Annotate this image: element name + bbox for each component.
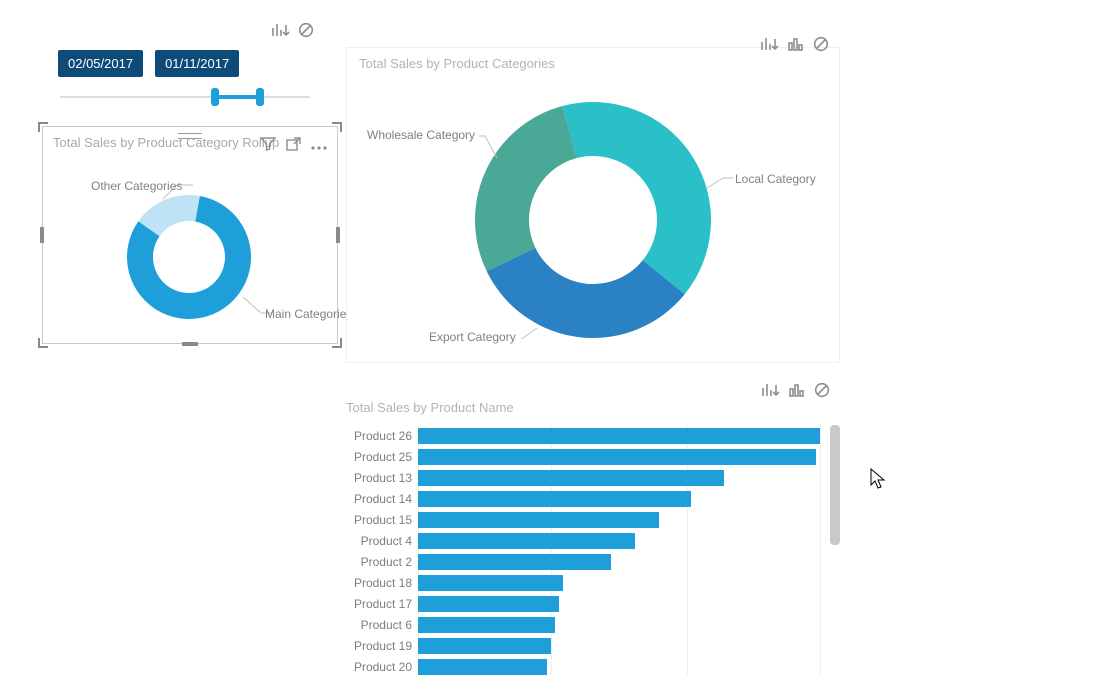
categories-label-export: Export Category xyxy=(429,330,516,344)
bar-chart: Product 26 Product 25 Product 13 Product 14… xyxy=(346,425,840,675)
block-icon[interactable] xyxy=(814,382,830,398)
bar-row: Product 6 xyxy=(346,614,840,635)
date-to-chip[interactable]: 01/11/2017 xyxy=(155,50,239,77)
bar xyxy=(418,470,724,486)
categories-donut-chart xyxy=(347,48,841,364)
bar-row: Product 15 xyxy=(346,509,840,530)
bar-row: Product 18 xyxy=(346,572,840,593)
mouse-cursor xyxy=(870,468,886,495)
bar xyxy=(418,533,635,549)
bar xyxy=(418,659,547,675)
date-range: 02/05/2017 01/11/2017 xyxy=(58,50,239,77)
bar-label: Product 4 xyxy=(346,534,418,548)
sort-icon[interactable] xyxy=(272,22,290,38)
bar-row: Product 17 xyxy=(346,593,840,614)
slider-handle-start[interactable] xyxy=(211,88,219,106)
bar-label: Product 17 xyxy=(346,597,418,611)
bar-row: Product 26 xyxy=(346,425,840,446)
rollup-tile-actions xyxy=(272,22,314,38)
bar-chart-icon[interactable] xyxy=(788,382,806,398)
rollup-tile[interactable]: Total Sales by Product Category Rollup O… xyxy=(42,126,338,344)
date-range-slider[interactable] xyxy=(60,88,310,108)
bar xyxy=(418,596,559,612)
bar-tile-actions xyxy=(762,382,830,398)
bar-label: Product 6 xyxy=(346,618,418,632)
bar-label: Product 19 xyxy=(346,639,418,653)
bar-row: Product 19 xyxy=(346,635,840,656)
bar xyxy=(418,491,691,507)
bar-row: Product 13 xyxy=(346,467,840,488)
categories-label-wholesale: Wholesale Category xyxy=(367,128,475,142)
bar xyxy=(418,617,555,633)
bar xyxy=(418,575,563,591)
bar xyxy=(418,512,659,528)
bar-row: Product 2 xyxy=(346,551,840,572)
bar-label: Product 15 xyxy=(346,513,418,527)
bar xyxy=(418,428,820,444)
bar-label: Product 2 xyxy=(346,555,418,569)
bar-tile: Total Sales by Product Name Product 26Pr… xyxy=(346,400,840,684)
bar-label: Product 14 xyxy=(346,492,418,506)
sort-icon[interactable] xyxy=(762,382,780,398)
bar-label: Product 20 xyxy=(346,660,418,674)
categories-label-local: Local Category xyxy=(735,172,816,186)
bar xyxy=(418,554,611,570)
bar-row: Product 25 xyxy=(346,446,840,467)
bar-label: Product 18 xyxy=(346,576,418,590)
bar-row: Product 14 xyxy=(346,488,840,509)
rollup-label-main: Main Categories xyxy=(265,307,352,321)
bar xyxy=(418,449,816,465)
date-from-chip[interactable]: 02/05/2017 xyxy=(58,50,143,77)
bar-label: Product 25 xyxy=(346,450,418,464)
slider-handle-end[interactable] xyxy=(256,88,264,106)
rollup-label-other: Other Categories xyxy=(91,179,182,193)
slider-fill xyxy=(215,95,260,99)
categories-tile: Total Sales by Product Categories Local … xyxy=(346,47,840,363)
bar-row: Product 20 xyxy=(346,656,840,675)
bar-row: Product 4 xyxy=(346,530,840,551)
block-icon[interactable] xyxy=(298,22,314,38)
bar xyxy=(418,638,551,654)
slider-track xyxy=(60,96,310,98)
bar-title: Total Sales by Product Name xyxy=(346,400,840,415)
bar-label: Product 13 xyxy=(346,471,418,485)
bar-label: Product 26 xyxy=(346,429,418,443)
